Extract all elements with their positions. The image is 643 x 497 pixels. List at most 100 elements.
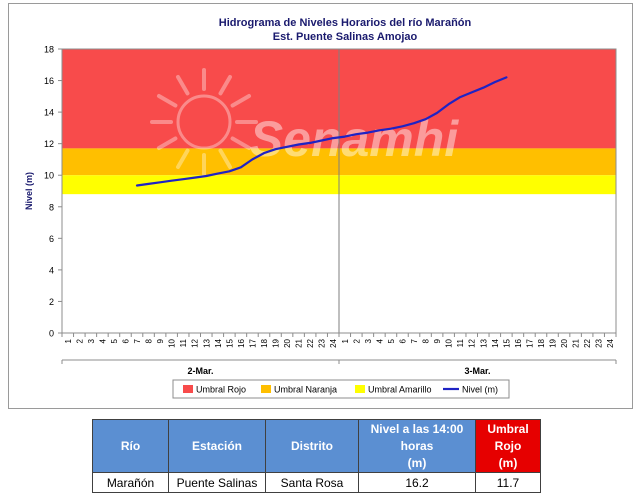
x-tick-label: 9: [156, 338, 165, 343]
x-tick-label: 15: [502, 338, 511, 347]
legend-swatch: [355, 385, 365, 393]
logo-sun-circle: [176, 94, 232, 150]
legend-label: Umbral Naranja: [274, 385, 337, 395]
logo-sun-ray: [176, 148, 190, 170]
x-tick-label: 5: [110, 338, 119, 343]
x-tick-label: 12: [191, 338, 200, 347]
legend-label: Nivel (m): [462, 385, 498, 395]
cell-rio: Marañón: [92, 472, 169, 493]
y-tick-label: 12: [44, 139, 54, 149]
x-tick-label: 2: [75, 338, 84, 343]
x-tick-label: 24: [329, 338, 338, 347]
y-tick-label: 8: [49, 202, 54, 212]
header-nivel-line1: Nivel a las 14:00: [370, 421, 464, 436]
cell-umbral-rojo: 11.7: [475, 472, 541, 493]
legend-swatch: [183, 385, 193, 393]
x-tick-label: 2: [352, 338, 361, 343]
x-tick-label: 8: [422, 338, 431, 343]
y-axis-label: Nivel (m): [24, 172, 34, 210]
x-tick-label: 7: [410, 338, 419, 343]
logo-sun-ray: [176, 74, 190, 96]
logo-sun-ray: [230, 94, 252, 108]
y-tick-label: 14: [44, 108, 54, 118]
x-tick-label: 4: [375, 338, 384, 343]
x-tick-label: 23: [595, 338, 604, 347]
header-distrito: Distrito: [265, 419, 359, 473]
y-tick-label: 16: [44, 76, 54, 86]
cell-estacion: Puente Salinas: [168, 472, 266, 493]
logo-sun-ray: [156, 136, 178, 150]
y-tick-label: 10: [44, 171, 54, 181]
header-estacion: Estación: [168, 419, 266, 473]
table-header-row: Río Estación Distrito Nivel a las 14:00 …: [92, 419, 541, 473]
x-tick-label: 23: [318, 338, 327, 347]
x-tick-label: 13: [202, 338, 211, 347]
x-tick-label: 21: [295, 338, 304, 347]
x-tick-label: 7: [133, 338, 142, 343]
x-tick-label: 6: [121, 338, 130, 343]
x-tick-label: 3: [87, 338, 96, 343]
station-table: Río Estación Distrito Nivel a las 14:00 …: [92, 419, 541, 493]
x-tick-label: 22: [306, 338, 315, 347]
legend-swatch: [261, 385, 271, 393]
cell-distrito: Santa Rosa: [265, 472, 359, 493]
table-row: Marañón Puente Salinas Santa Rosa 16.2 1…: [92, 472, 541, 493]
x-tick-label: 14: [491, 338, 500, 347]
header-nivel-line2: horas: [400, 438, 434, 453]
logo-sun-ray: [218, 74, 232, 96]
cell-nivel: 16.2: [358, 472, 476, 493]
logo-sun-ray: [218, 148, 232, 170]
x-tick-label: 16: [237, 338, 246, 347]
x-tick-label: 3: [364, 338, 373, 343]
x-tick-label: 1: [341, 338, 350, 343]
header-umbral-line2: Rojo: [494, 438, 522, 453]
x-tick-label: 24: [606, 338, 615, 347]
series-line-nivel: [135, 76, 508, 187]
x-tick-label: 1: [64, 338, 73, 343]
x-tick-label: 18: [260, 338, 269, 347]
x-tick-label: 17: [525, 338, 534, 347]
senamhi-sun-logo: [150, 68, 258, 176]
logo-sun-ray: [156, 94, 178, 108]
x-tick-label: 6: [398, 338, 407, 343]
header-umbral-line3: (m): [498, 455, 518, 470]
x-tick-label: 4: [98, 338, 107, 343]
y-tick-label: 18: [44, 45, 54, 55]
x-tick-label: 11: [179, 338, 188, 347]
day-label: 3-Mar.: [464, 366, 490, 376]
x-tick-label: 20: [283, 338, 292, 347]
x-tick-label: 9: [433, 338, 442, 343]
y-tick-label: 2: [49, 297, 54, 307]
header-nivel: Nivel a las 14:00 horas (m): [358, 419, 476, 473]
y-tick-label: 0: [49, 329, 54, 339]
x-tick-label: 16: [514, 338, 523, 347]
legend-label: Umbral Rojo: [196, 385, 246, 395]
x-tick-label: 22: [583, 338, 592, 347]
legend-box: [172, 379, 510, 399]
header-rio: Río: [92, 419, 169, 473]
x-tick-label: 17: [248, 338, 257, 347]
legend-label: Umbral Amarillo: [368, 385, 432, 395]
x-tick-label: 12: [468, 338, 477, 347]
chart-container: Senamhi 0 2 4 6 8 10 12 14 16 18 1 2 3 4 5 6 7 8 9 10 11 12 13…: [8, 3, 633, 409]
chart-subtitle: Est. Puente Salinas Amojao: [273, 31, 418, 43]
x-tick-label: 8: [145, 338, 154, 343]
y-tick-label: 4: [49, 265, 54, 275]
day-label: 2-Mar.: [187, 366, 213, 376]
x-tick-label: 5: [387, 338, 396, 343]
header-umbral-line1: Umbral: [487, 421, 529, 436]
x-tick-label: 19: [549, 338, 558, 347]
x-tick-label: 19: [272, 338, 281, 347]
x-tick-label: 15: [225, 338, 234, 347]
x-tick-label: 21: [572, 338, 581, 347]
y-tick-label: 6: [49, 234, 54, 244]
header-nivel-line3: (m): [407, 455, 427, 470]
x-tick-label: 14: [214, 338, 223, 347]
x-tick-label: 11: [456, 338, 465, 347]
x-tick-label: 18: [537, 338, 546, 347]
x-tick-label: 10: [168, 338, 177, 347]
x-tick-label: 10: [445, 338, 454, 347]
header-umbral-rojo: Umbral Rojo (m): [475, 419, 541, 473]
chart-title: Hidrograma de Niveles Horarios del río M…: [219, 17, 472, 29]
